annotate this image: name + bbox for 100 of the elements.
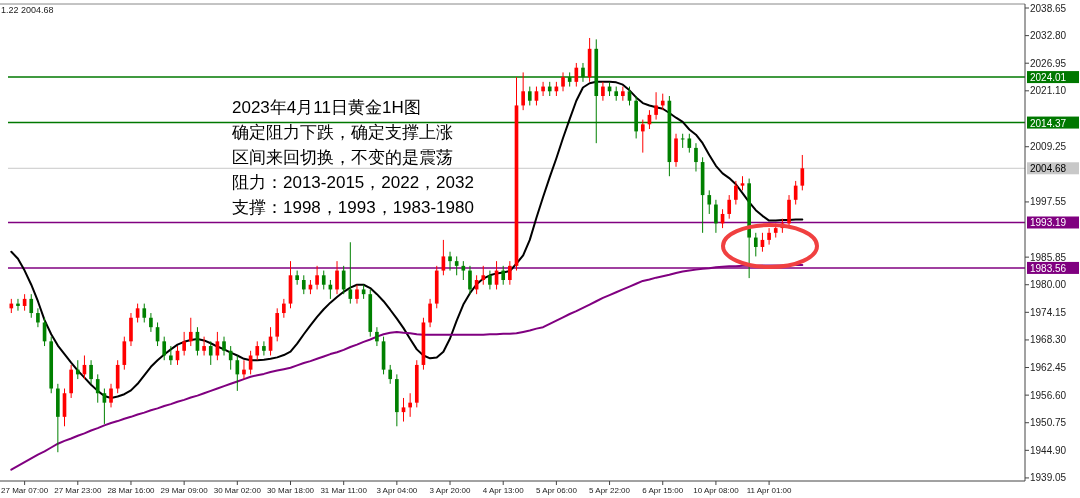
candlestick: [95, 373, 100, 404]
x-tick-label: 5 Apr 22:00: [589, 486, 631, 495]
candlestick: [448, 251, 452, 272]
candlestick: [601, 81, 605, 102]
candlestick: [654, 91, 658, 121]
candlestick: [115, 359, 120, 394]
y-tick-label: 1968.30: [1030, 334, 1067, 346]
candlestick: [182, 331, 186, 356]
x-tick-label: 11 Apr 01:00: [746, 486, 793, 495]
candlestick: [640, 119, 645, 154]
candlestick: [335, 260, 339, 295]
candlestick: [753, 232, 758, 257]
candlestick: [501, 265, 506, 286]
x-tick-label: 27 Mar 07:00: [1, 486, 49, 495]
candlestick: [468, 265, 472, 295]
candlestick: [481, 265, 486, 286]
candlestick: [109, 383, 113, 408]
candlestick: [89, 359, 93, 385]
y-tick-label: 2038.65: [1030, 2, 1067, 14]
y-tick-label: 1950.75: [1030, 417, 1067, 429]
candlestick: [242, 359, 246, 380]
candlestick: [461, 260, 466, 281]
y-tick-label: 2021.10: [1030, 85, 1067, 97]
candlestick: [255, 340, 260, 361]
y-tick-label: 2009.25: [1030, 141, 1067, 153]
candlestick: [767, 227, 771, 246]
candlestick: [222, 336, 226, 356]
y-tick-label: 1939.05: [1030, 472, 1067, 484]
x-tick-label: 6 Apr 15:00: [642, 486, 684, 495]
x-tick-label: 4 Apr 13:00: [482, 486, 525, 495]
candlestick: [228, 345, 233, 371]
candlestick: [69, 364, 73, 399]
x-tick-label: 27 Mar 23:00: [54, 486, 102, 495]
candlestick: [527, 86, 532, 106]
candlestick: [142, 303, 147, 323]
x-tick-label: 28 Mar 16:00: [107, 486, 156, 495]
candlestick: [694, 142, 698, 172]
x-tick-label: 29 Mar 09:00: [160, 486, 209, 495]
candlestick: [388, 364, 393, 385]
candlestick: [428, 298, 432, 328]
y-tick-label: 1985.85: [1030, 251, 1067, 263]
candlestick: [162, 336, 167, 361]
annotation: 支撑：1998，1993，1983-1980: [232, 198, 474, 217]
candlestick: [129, 312, 133, 347]
candlestick: [541, 81, 545, 97]
y-tick-label: 1997.55: [1030, 196, 1067, 208]
x-tick-label: 3 Apr 04:00: [376, 486, 418, 495]
candlestick: [674, 133, 678, 168]
candlestick: [295, 270, 299, 286]
candlestick: [574, 62, 579, 88]
candlestick: [687, 133, 692, 154]
candlestick: [561, 71, 565, 92]
candlestick: [36, 307, 40, 328]
candlestick: [75, 359, 80, 380]
candlestick: [315, 265, 319, 290]
x-tick-label: 10 Apr 08:00: [693, 486, 740, 495]
candlestick: [262, 340, 266, 356]
y-tick-label: 1962.45: [1030, 362, 1067, 374]
candlestick: [621, 86, 625, 102]
ref-line-label: 1983.56: [1030, 262, 1067, 274]
ref-line-label: 2004.68: [1030, 163, 1067, 175]
candlestick: [235, 355, 240, 392]
candlestick: [707, 189, 712, 215]
candlestick: [122, 336, 127, 371]
candlestick: [521, 71, 525, 111]
candlestick: [508, 260, 512, 286]
candlestick: [169, 345, 173, 366]
x-tick-label: 31 Mar 11:00: [320, 486, 368, 495]
x-tick-label: 30 Mar 02:00: [213, 486, 262, 495]
y-tick-label: 1956.60: [1030, 389, 1067, 401]
candlestick: [188, 317, 193, 347]
x-tick-label: 3 Apr 20:00: [429, 486, 472, 495]
candlestick: [282, 298, 286, 319]
candlestick: [488, 270, 492, 290]
candlestick: [275, 307, 280, 342]
y-tick-label: 1974.15: [1030, 306, 1067, 318]
candlestick: [408, 392, 412, 418]
candlestick: [375, 326, 379, 347]
candlestick: [727, 194, 732, 220]
x-tick-label: 30 Mar 18:00: [266, 486, 315, 495]
candlestick: [321, 270, 326, 290]
ref-line-label: 2014.37: [1030, 117, 1067, 129]
annotation: 2023年4月11日黄金1H图: [232, 98, 421, 117]
candlestick: [800, 154, 805, 191]
candlestick: [454, 255, 459, 276]
candlestick: [355, 284, 359, 305]
annotation: 1.22 2004.68: [1, 5, 54, 15]
annotation: 阻力：2013-2015，2022，2032: [232, 173, 474, 192]
x-tick-label: 5 Apr 06:00: [535, 486, 578, 495]
candlestick: [149, 312, 153, 333]
candlestick: [202, 336, 206, 356]
candlestick: [341, 265, 346, 295]
candlestick: [734, 180, 738, 206]
candlestick: [680, 133, 685, 149]
candlestick: [348, 241, 353, 305]
annotation: 确定阻力下跌，确定支撑上涨: [231, 123, 453, 142]
y-tick-label: 2026.95: [1030, 57, 1067, 69]
ref-line-label: 2024.01: [1030, 72, 1067, 84]
annotation: 区间来回切换，不变的是震荡: [232, 148, 453, 167]
candlestick: [29, 293, 34, 319]
